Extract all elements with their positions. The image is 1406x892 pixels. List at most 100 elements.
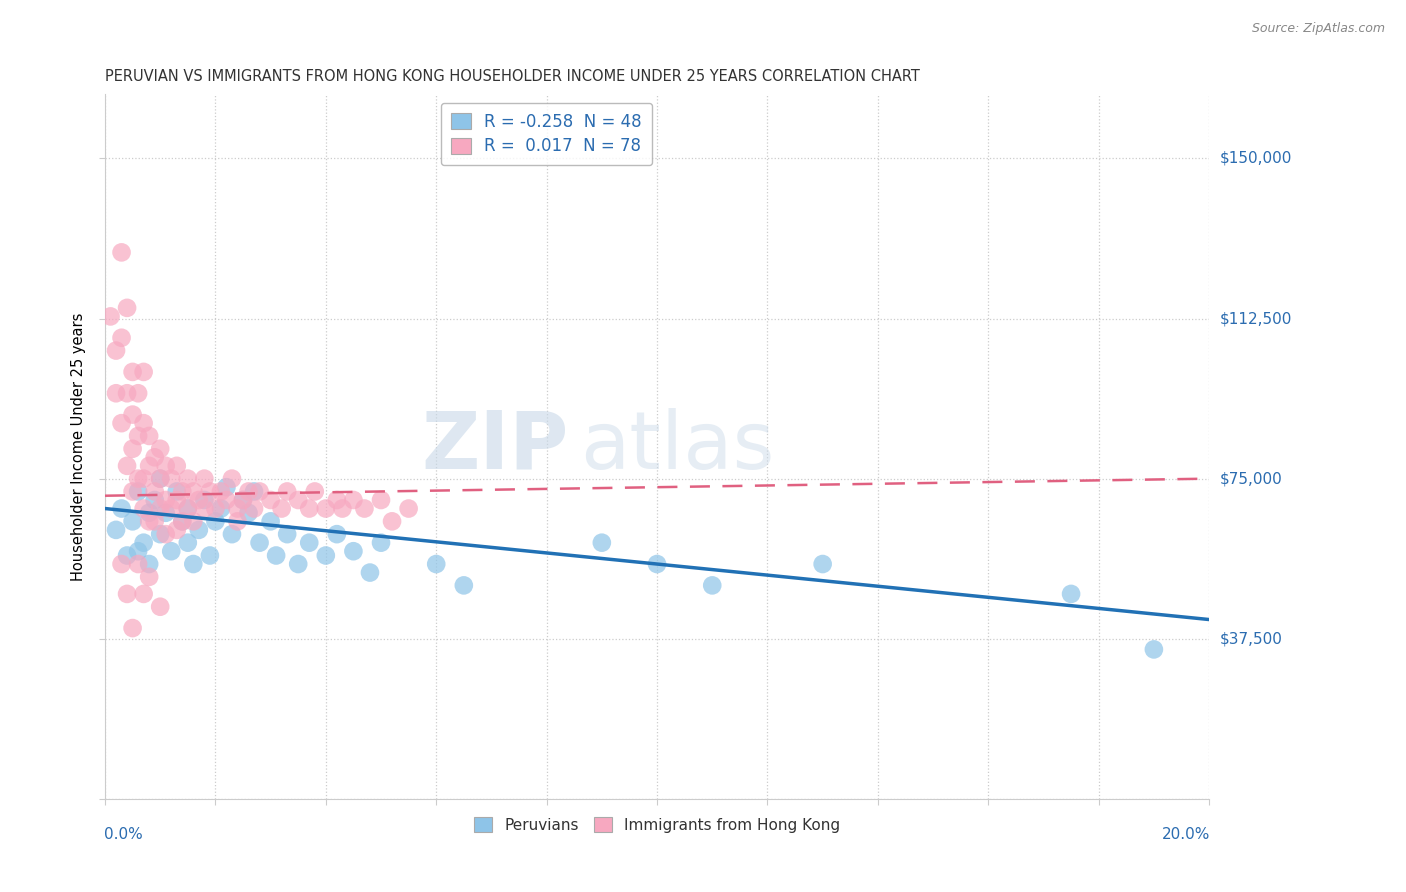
Point <box>287 557 309 571</box>
Point <box>138 557 160 571</box>
Point <box>172 484 194 499</box>
Point <box>209 484 232 499</box>
Point <box>353 501 375 516</box>
Point <box>811 557 834 571</box>
Point <box>287 493 309 508</box>
Point <box>149 527 172 541</box>
Point <box>1143 642 1166 657</box>
Point <box>177 501 200 516</box>
Point <box>115 587 138 601</box>
Point <box>198 484 221 499</box>
Point <box>149 501 172 516</box>
Point <box>370 535 392 549</box>
Point <box>115 386 138 401</box>
Point <box>315 549 337 563</box>
Point <box>115 458 138 473</box>
Point <box>264 549 287 563</box>
Text: ZIP: ZIP <box>422 408 568 485</box>
Point <box>127 472 149 486</box>
Point <box>270 501 292 516</box>
Point <box>243 501 266 516</box>
Legend: Peruvians, Immigrants from Hong Kong: Peruvians, Immigrants from Hong Kong <box>465 810 848 840</box>
Point <box>276 527 298 541</box>
Point <box>177 501 200 516</box>
Point <box>100 310 122 324</box>
Point <box>155 506 177 520</box>
Text: PERUVIAN VS IMMIGRANTS FROM HONG KONG HOUSEHOLDER INCOME UNDER 25 YEARS CORRELAT: PERUVIAN VS IMMIGRANTS FROM HONG KONG HO… <box>105 69 920 84</box>
Text: atlas: atlas <box>579 408 775 485</box>
Point <box>138 458 160 473</box>
Point <box>172 514 194 528</box>
Point <box>138 514 160 528</box>
Point <box>298 535 321 549</box>
Point <box>381 514 404 528</box>
Point <box>121 365 143 379</box>
Text: 0.0%: 0.0% <box>104 827 142 842</box>
Text: $37,500: $37,500 <box>1220 632 1284 646</box>
Point <box>215 480 238 494</box>
Point <box>187 493 209 508</box>
Point <box>127 484 149 499</box>
Point <box>326 493 349 508</box>
Point <box>155 493 177 508</box>
Point <box>105 386 128 401</box>
Point <box>143 450 166 465</box>
Point <box>166 523 188 537</box>
Point <box>193 493 215 508</box>
Point <box>143 493 166 508</box>
Point <box>138 429 160 443</box>
Point <box>226 514 249 528</box>
Point <box>121 514 143 528</box>
Point <box>204 501 226 516</box>
Point <box>121 408 143 422</box>
Point <box>181 514 204 528</box>
Point <box>453 578 475 592</box>
Text: Source: ZipAtlas.com: Source: ZipAtlas.com <box>1251 22 1385 36</box>
Point <box>315 501 337 516</box>
Point <box>198 549 221 563</box>
Text: $150,000: $150,000 <box>1220 151 1292 166</box>
Y-axis label: Householder Income Under 25 years: Householder Income Under 25 years <box>72 312 86 581</box>
Point <box>143 514 166 528</box>
Point <box>209 501 232 516</box>
Point <box>149 442 172 456</box>
Point <box>298 501 321 516</box>
Point <box>181 484 204 499</box>
Point <box>398 501 420 516</box>
Point <box>149 472 172 486</box>
Point <box>238 484 260 499</box>
Point <box>121 442 143 456</box>
Point <box>160 544 183 558</box>
Point <box>238 506 260 520</box>
Point <box>132 535 155 549</box>
Point <box>304 484 326 499</box>
Point <box>110 245 132 260</box>
Point <box>645 557 668 571</box>
Point <box>221 472 243 486</box>
Point <box>132 587 155 601</box>
Point <box>1060 587 1083 601</box>
Point <box>193 472 215 486</box>
Point <box>160 501 183 516</box>
Point <box>342 544 364 558</box>
Point <box>243 484 266 499</box>
Point <box>221 527 243 541</box>
Point <box>172 514 194 528</box>
Point <box>276 484 298 499</box>
Point <box>110 501 132 516</box>
Point <box>149 472 172 486</box>
Point <box>110 331 132 345</box>
Point <box>702 578 724 592</box>
Point <box>226 501 249 516</box>
Point <box>121 484 143 499</box>
Point <box>425 557 447 571</box>
Point <box>105 343 128 358</box>
Point <box>105 523 128 537</box>
Point <box>132 472 155 486</box>
Point <box>249 535 271 549</box>
Text: $112,500: $112,500 <box>1220 311 1292 326</box>
Point <box>249 484 271 499</box>
Point <box>232 493 254 508</box>
Point <box>160 472 183 486</box>
Point <box>215 493 238 508</box>
